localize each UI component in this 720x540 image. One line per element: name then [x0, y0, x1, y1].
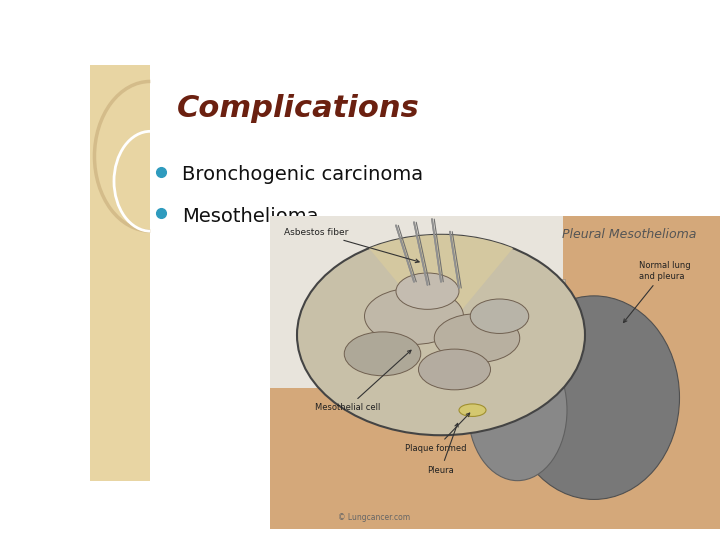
Text: Complications: Complications	[176, 94, 419, 123]
Text: Mesothelial cell: Mesothelial cell	[315, 350, 411, 412]
Ellipse shape	[459, 404, 486, 416]
Ellipse shape	[396, 273, 459, 309]
Bar	[562, 216, 675, 294]
Text: Asbestos fiber: Asbestos fiber	[284, 228, 419, 262]
Text: © Lungcancer.com: © Lungcancer.com	[338, 513, 410, 522]
Ellipse shape	[508, 296, 680, 500]
Ellipse shape	[468, 340, 567, 481]
Text: Mesothelioma: Mesothelioma	[182, 207, 318, 226]
Ellipse shape	[470, 299, 528, 333]
Bar	[538, 301, 564, 316]
Circle shape	[297, 235, 585, 435]
Wedge shape	[369, 235, 513, 335]
Bar	[538, 322, 564, 338]
Bar	[90, 65, 150, 481]
Ellipse shape	[506, 279, 720, 540]
Text: Plaque formed: Plaque formed	[405, 413, 469, 453]
Text: Pleura: Pleura	[428, 423, 458, 475]
Ellipse shape	[344, 332, 420, 376]
Bar	[538, 345, 564, 360]
Ellipse shape	[434, 314, 520, 362]
Text: Normal lung
and pleura: Normal lung and pleura	[624, 261, 690, 322]
Ellipse shape	[364, 288, 464, 345]
Ellipse shape	[418, 349, 490, 390]
Text: Pleural Mesothelioma: Pleural Mesothelioma	[562, 228, 697, 241]
Bar	[538, 279, 564, 294]
Text: Bronchogenic carcinoma: Bronchogenic carcinoma	[182, 165, 423, 185]
Bar	[270, 216, 585, 388]
